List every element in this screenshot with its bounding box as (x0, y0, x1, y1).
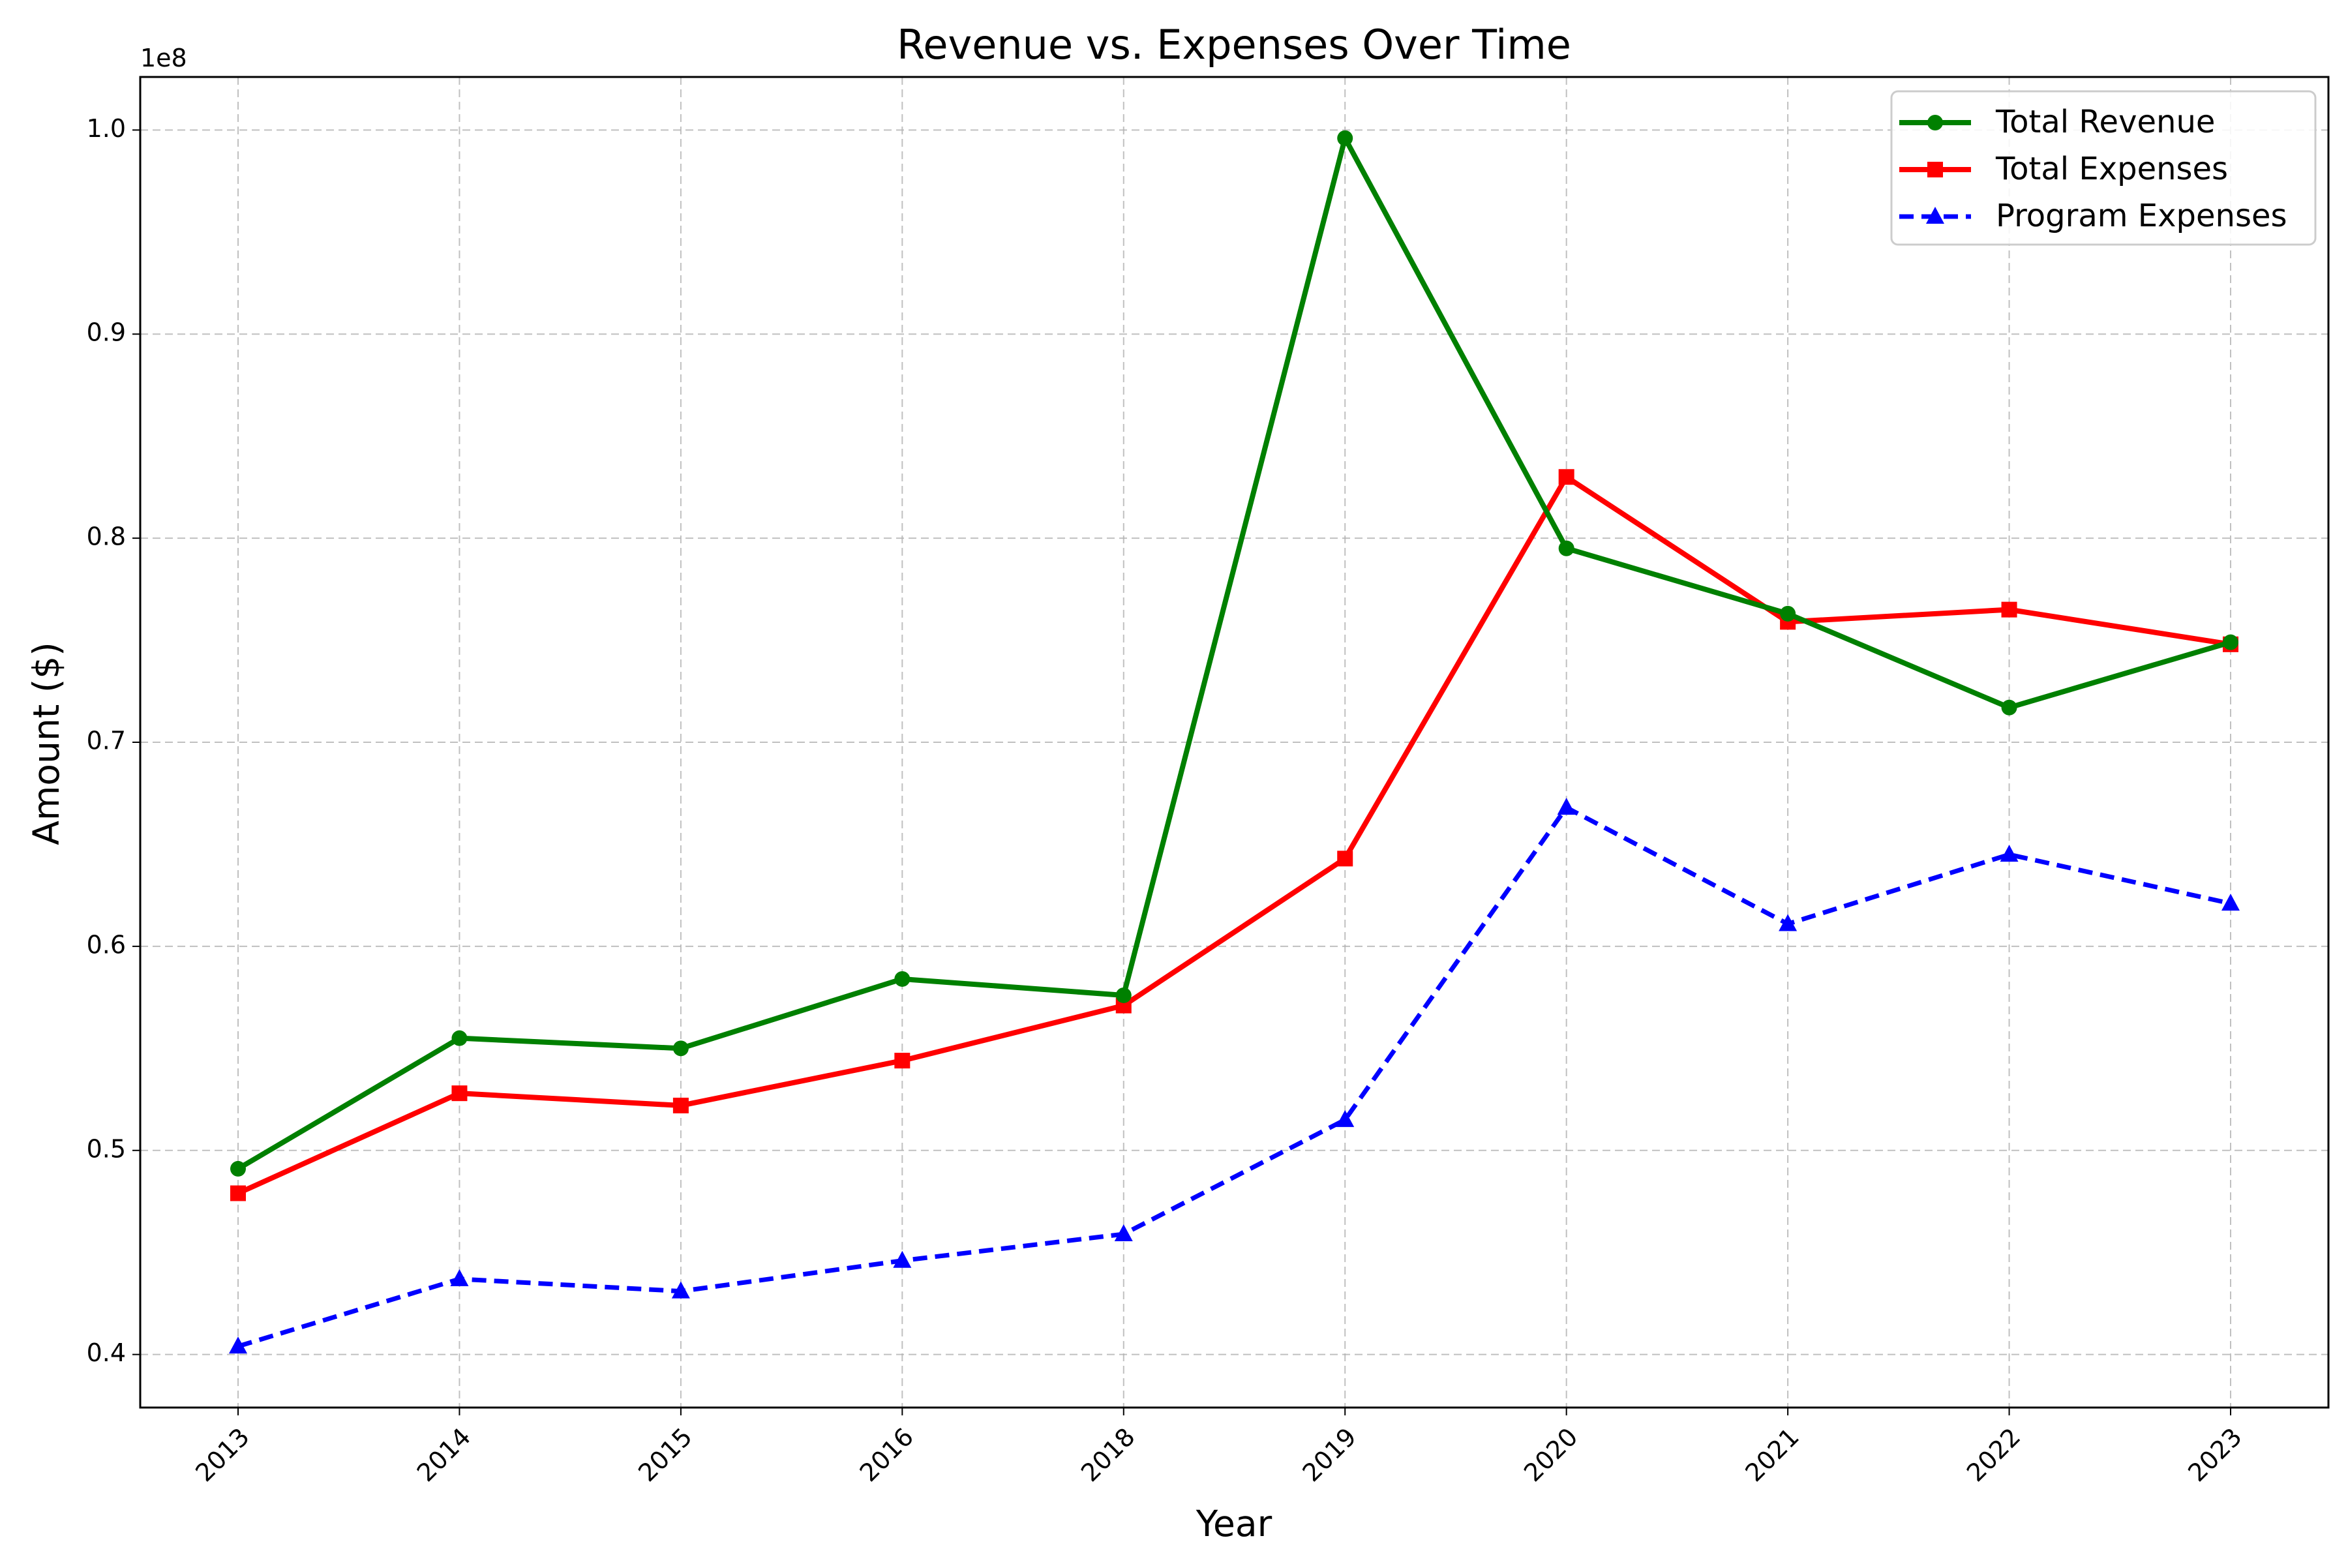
data-point-program-expenses-2018 (1114, 1224, 1133, 1242)
legend-label-total-expenses: Total Expenses (1995, 151, 2228, 187)
chart-title: Revenue vs. Expenses Over Time (897, 21, 1571, 68)
data-point-total-expenses-2013 (230, 1185, 246, 1201)
data-point-total-expenses-2019 (1337, 851, 1353, 867)
legend-marker-total-expenses (1927, 162, 1943, 177)
y-axis-offset-label: 1e8 (140, 44, 187, 72)
data-point-total-revenue-2020 (1558, 540, 1574, 556)
legend-marker-program-expenses (1926, 207, 1944, 224)
data-point-total-revenue-2022 (2001, 699, 2017, 716)
y-tick-label-0-4: 0.4 (87, 1338, 126, 1367)
data-point-program-expenses-2020 (1557, 798, 1576, 815)
data-point-total-revenue-2014 (451, 1030, 468, 1046)
data-point-program-expenses-2016 (893, 1250, 912, 1268)
data-point-program-expenses-2014 (450, 1269, 469, 1286)
data-point-program-expenses-2013 (229, 1336, 247, 1354)
data-point-total-expenses-2015 (672, 1097, 689, 1113)
y-tick-label-1-0: 1.0 (87, 114, 126, 143)
series-line-total-revenue (236, 135, 2232, 1171)
legend-label-total-revenue: Total Revenue (1995, 104, 2215, 140)
series-line-total-expenses (237, 474, 2231, 1196)
x-axis-label: Year (1196, 1503, 1272, 1545)
data-point-total-expenses-2016 (894, 1053, 911, 1069)
data-point-total-expenses-2022 (2001, 601, 2017, 618)
legend-box (1890, 90, 2317, 246)
y-tick-label-0-6: 0.6 (87, 930, 126, 959)
y-tick-label-0-7: 0.7 (87, 727, 126, 755)
series-group (229, 130, 2240, 1354)
data-point-program-expenses-2023 (2221, 894, 2240, 911)
y-tick-label-0-5: 0.5 (87, 1134, 126, 1163)
series-program-expenses (229, 798, 2240, 1354)
data-point-total-revenue-2021 (1780, 605, 1796, 622)
data-point-program-expenses-2021 (1779, 914, 1798, 931)
y-axis-label: Amount ($) (25, 642, 67, 845)
data-point-total-expenses-2020 (1558, 469, 1574, 485)
data-point-total-revenue-2013 (230, 1160, 246, 1177)
y-tick-label-0-8: 0.8 (87, 522, 126, 551)
data-point-total-revenue-2016 (894, 971, 911, 987)
data-point-total-expenses-2014 (451, 1085, 468, 1102)
series-total-revenue (230, 130, 2238, 1177)
data-point-program-expenses-2022 (2000, 845, 2019, 862)
data-point-program-expenses-2015 (671, 1281, 690, 1299)
data-point-program-expenses-2019 (1336, 1109, 1355, 1127)
data-point-total-revenue-2019 (1337, 130, 1353, 146)
legend-label-program-expenses: Program Expenses (1996, 198, 2287, 234)
data-point-total-revenue-2018 (1115, 987, 1132, 1003)
data-point-total-revenue-2023 (2223, 634, 2238, 650)
data-point-total-revenue-2015 (672, 1040, 689, 1057)
legend: Total Revenue Total Expenses Program Exp… (1890, 90, 2317, 246)
y-tick-label-0-9: 0.9 (87, 318, 126, 347)
series-line-program-expenses (237, 805, 2231, 1349)
legend-marker-total-revenue (1927, 115, 1943, 130)
